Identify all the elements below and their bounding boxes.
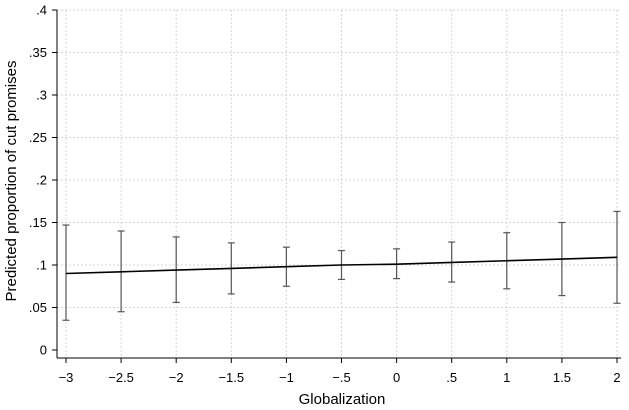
x-tick-label: −2.5 xyxy=(108,370,134,385)
y-tick-label: .05 xyxy=(29,300,47,315)
y-tick-labels: 0 .05 .1 .15 .2 .25 .3 .35 .4 xyxy=(29,3,47,358)
y-tick-label: .15 xyxy=(29,215,47,230)
y-tick-label: .35 xyxy=(29,45,47,60)
x-tick-label: −1 xyxy=(279,370,294,385)
x-tick-label: 0 xyxy=(393,370,400,385)
y-tick-label: .4 xyxy=(36,3,47,18)
x-tick-label: −1.5 xyxy=(218,370,244,385)
x-axis-title: Globalization xyxy=(299,391,386,408)
x-tick-label: −.5 xyxy=(332,370,350,385)
grid xyxy=(57,9,621,358)
x-tick-label: −3 xyxy=(59,370,74,385)
x-tick-label: 2 xyxy=(613,370,620,385)
y-tick-label: 0 xyxy=(40,343,47,358)
series-line xyxy=(65,256,618,275)
series-lines xyxy=(65,256,618,275)
error-bar xyxy=(62,224,70,321)
x-tick-label: 1.5 xyxy=(553,370,571,385)
y-tick-label: .25 xyxy=(29,130,47,145)
y-tick-label: .3 xyxy=(36,88,47,103)
y-axis-title: Predicted proportion of cut promises xyxy=(3,61,20,302)
y-tick-label: .2 xyxy=(36,173,47,188)
x-tick-labels: −3 −2.5 −2 −1.5 −1 −.5 0 .5 1 1.5 2 xyxy=(59,370,621,385)
axes xyxy=(52,9,621,363)
x-tick-label: .5 xyxy=(446,370,457,385)
x-tick-label: 1 xyxy=(503,370,510,385)
y-tick-label: .1 xyxy=(36,258,47,273)
x-tick-label: −2 xyxy=(169,370,184,385)
